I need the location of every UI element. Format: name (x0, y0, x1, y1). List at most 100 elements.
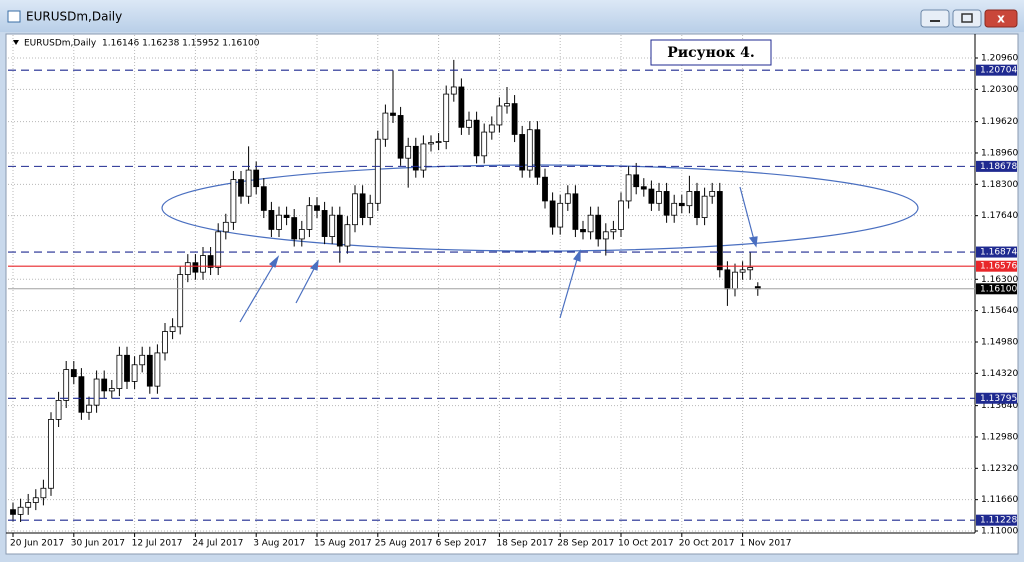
candle-body (435, 141, 442, 143)
candle-body (200, 255, 206, 273)
candle-body (526, 129, 533, 171)
candle-body (260, 186, 267, 211)
candle-body (397, 115, 404, 159)
x-tick-label: 15 Aug 2017 (314, 539, 372, 549)
ohlc-label: 1.16146 1.16238 1.15952 1.16100 (102, 39, 260, 49)
candle-body (450, 86, 457, 95)
candle-body (25, 502, 32, 508)
candle-body (321, 210, 328, 237)
close-icon: x (997, 12, 1005, 26)
candle-body (291, 217, 298, 240)
candle-body (131, 364, 138, 382)
arrow-head (573, 249, 581, 262)
candle-body (557, 202, 564, 228)
candle-body (116, 354, 123, 389)
candle-body (184, 262, 191, 275)
candle-body (78, 376, 85, 413)
level-label-bg (976, 260, 1017, 272)
candle-body (253, 169, 260, 188)
candle-body (572, 193, 579, 230)
candle-body (678, 202, 685, 207)
candle-body (222, 221, 229, 233)
candle-body (48, 418, 54, 489)
candle-body (625, 174, 632, 202)
close-button[interactable] (984, 9, 1018, 28)
candle-body (169, 326, 176, 332)
arrow-head (748, 236, 758, 248)
candle-body (724, 269, 731, 290)
annotation-box (650, 39, 772, 66)
candle-body (481, 131, 488, 157)
candle-body (428, 142, 434, 145)
candle-body (633, 174, 640, 188)
candle-body (329, 214, 336, 237)
minimize-button[interactable] (920, 9, 950, 28)
candle-body (367, 202, 374, 218)
candle-body (177, 274, 184, 328)
x-tick-label: 20 Jun 2017 (10, 539, 64, 549)
y-tick-label: 1.16300 (981, 275, 1018, 285)
candle-body (162, 331, 168, 354)
y-tick-label: 1.11000 (981, 527, 1018, 537)
chart-title: EURUSDm,Daily (24, 39, 97, 49)
candle-body (70, 369, 77, 378)
candle-body (420, 143, 427, 171)
candle-body (595, 214, 602, 240)
x-tick-label: 10 Oct 2017 (618, 539, 674, 549)
y-tick-label: 1.14980 (981, 337, 1018, 347)
arrow-head (268, 255, 280, 268)
arrow (559, 255, 579, 319)
level-label: 1.18678 (980, 162, 1017, 172)
x-tick-label: 20 Oct 2017 (679, 539, 735, 549)
candle-body (747, 267, 754, 271)
candle-body (314, 205, 320, 211)
candle-body (352, 193, 358, 226)
candle-body (542, 176, 548, 202)
candle-body (374, 138, 381, 204)
level-label-bg (976, 64, 1017, 76)
candle-body (610, 229, 617, 233)
x-tick-label: 6 Sep 2017 (436, 539, 487, 549)
candle-body (443, 93, 450, 142)
x-tick-label: 24 Jul 2017 (192, 539, 243, 549)
candle-body (701, 195, 708, 218)
x-tick-label: 28 Sep 2017 (557, 539, 614, 549)
menu-triangle[interactable] (13, 40, 19, 45)
candle-body (405, 145, 412, 159)
candle-body (298, 229, 305, 240)
window-icon (7, 10, 21, 23)
candle-body (86, 404, 92, 413)
arrow (239, 260, 277, 323)
candle-body (55, 400, 62, 420)
candle-body (671, 202, 678, 216)
annotation: Рисунок 4. (667, 45, 755, 61)
candle-body (640, 186, 647, 190)
candle-body (458, 86, 465, 128)
y-tick-label: 1.13640 (981, 401, 1018, 411)
y-tick-label: 1.17640 (981, 211, 1018, 221)
candle-body (359, 193, 366, 218)
candle-body (580, 229, 586, 233)
candle-body (32, 497, 39, 503)
candle-body (390, 112, 396, 116)
candle-body (230, 179, 237, 223)
candle-body (124, 354, 130, 382)
y-tick-label: 1.15640 (981, 306, 1018, 316)
candle-body (40, 487, 47, 499)
candle-body (412, 145, 419, 171)
x-tick-label: 30 Jun 2017 (71, 539, 125, 549)
restore-button[interactable] (952, 9, 982, 28)
level-label-bg (976, 246, 1017, 258)
candle-body (504, 103, 510, 107)
y-tick-label: 1.18960 (981, 148, 1018, 158)
y-tick-label: 1.20300 (981, 85, 1018, 95)
candle-body (139, 354, 146, 366)
arrow (739, 186, 755, 241)
level-label: 1.13795 (980, 394, 1017, 404)
candle-body (534, 129, 541, 178)
level-label-bg (976, 514, 1017, 526)
candle-body (694, 191, 700, 218)
level-label: 1.16874 (980, 248, 1017, 258)
candle-body (519, 134, 526, 171)
